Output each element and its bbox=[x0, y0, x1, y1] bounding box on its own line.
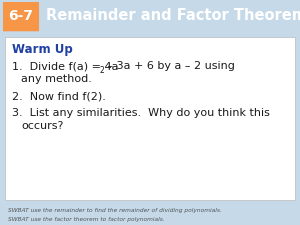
Text: 1.  Divide f(a) = 4a: 1. Divide f(a) = 4a bbox=[12, 61, 119, 71]
Text: 6-7: 6-7 bbox=[8, 9, 34, 23]
Text: 2: 2 bbox=[99, 66, 104, 75]
Text: SWBAT use the factor theorem to factor polynomials.: SWBAT use the factor theorem to factor p… bbox=[8, 217, 165, 222]
Text: Remainder and Factor Theorem: Remainder and Factor Theorem bbox=[46, 9, 300, 23]
Text: – 3a + 6 by a – 2 using: – 3a + 6 by a – 2 using bbox=[104, 61, 236, 71]
Text: SWBAT use the remainder to find the remainder of dividing polynomials.: SWBAT use the remainder to find the rema… bbox=[8, 208, 222, 214]
Text: any method.: any method. bbox=[21, 74, 92, 84]
Text: Warm Up: Warm Up bbox=[12, 43, 73, 56]
Text: 3.  List any similarities.  Why do you think this: 3. List any similarities. Why do you thi… bbox=[12, 108, 270, 118]
Text: 2.  Now find f(2).: 2. Now find f(2). bbox=[12, 91, 106, 101]
Text: occurs?: occurs? bbox=[21, 121, 63, 131]
FancyBboxPatch shape bbox=[3, 2, 39, 31]
FancyBboxPatch shape bbox=[5, 37, 295, 200]
